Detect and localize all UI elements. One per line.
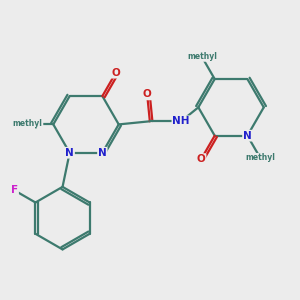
Text: O: O: [197, 154, 206, 164]
Text: N: N: [98, 148, 107, 158]
Text: methyl: methyl: [24, 124, 29, 125]
Text: methyl: methyl: [187, 52, 217, 62]
Text: N: N: [65, 148, 74, 158]
Text: methyl: methyl: [13, 120, 43, 129]
Text: O: O: [143, 89, 152, 99]
Text: methyl: methyl: [245, 153, 275, 162]
Text: methyl: methyl: [13, 119, 43, 128]
Text: N: N: [243, 131, 252, 141]
Text: methyl: methyl: [25, 124, 30, 125]
Text: O: O: [112, 68, 120, 78]
Text: NH: NH: [172, 116, 190, 126]
Text: F: F: [11, 185, 18, 195]
